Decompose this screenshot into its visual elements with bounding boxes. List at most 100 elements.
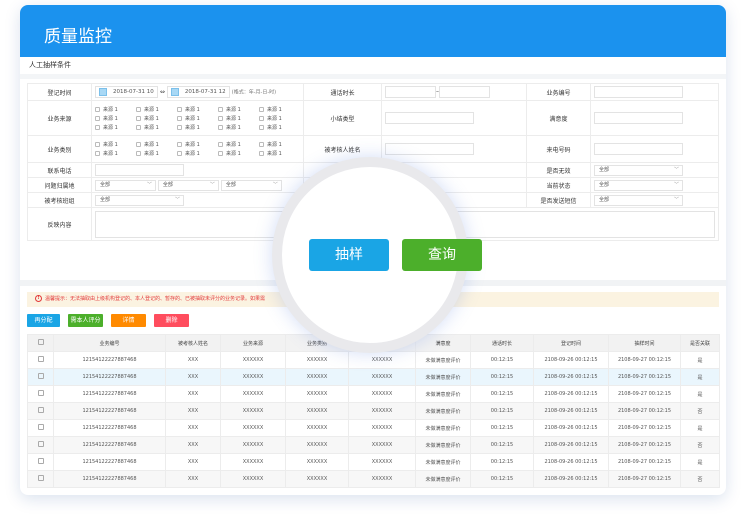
magnifier-overlay: 抽样 查询 xyxy=(272,157,482,353)
source-checkbox[interactable]: 来源 1 xyxy=(177,150,218,157)
source-checkbox[interactable]: 来源 1 xyxy=(95,124,136,131)
checkbox-icon xyxy=(218,142,223,147)
source-checkbox[interactable]: 来源 1 xyxy=(136,150,177,157)
row-checkbox[interactable] xyxy=(27,351,54,369)
table-cell: XXXXXX xyxy=(220,351,286,369)
table-row[interactable]: 121541222278874​68 XXX XXXXXX XXXXXX XXXXXX 未… xyxy=(27,351,720,369)
biz-no-label: 业务编号 xyxy=(526,83,591,101)
sms-select[interactable]: 全部 xyxy=(594,194,683,206)
checkbox-icon xyxy=(136,106,141,112)
source-checkbox[interactable]: 来源 1 xyxy=(218,115,259,122)
row-checkbox[interactable] xyxy=(27,470,54,488)
checkbox-label: 来源 1 xyxy=(267,142,282,148)
assessee-name-input[interactable] xyxy=(385,143,474,155)
checkbox-icon xyxy=(259,115,264,121)
table-cell: 00:12:15 xyxy=(470,453,534,471)
table-row[interactable]: 12154122227887468 XXX XXXXXX XXXXXX XXXXXX 未做… xyxy=(27,419,720,437)
row-checkbox[interactable] xyxy=(27,385,54,403)
source-checkbox[interactable]: 来源 1 xyxy=(177,115,218,122)
source-checkbox[interactable]: 来源 1 xyxy=(95,106,136,113)
source-checkbox[interactable]: 来源 1 xyxy=(218,141,259,148)
team-select[interactable]: 全部 xyxy=(95,194,184,206)
checkbox-icon[interactable] xyxy=(37,441,44,447)
table-cell: 2108-09-26 00:12:15 xyxy=(533,385,609,403)
range-separator: – xyxy=(436,88,439,96)
range-separator: ⇔ xyxy=(159,88,165,96)
checkbox-icon[interactable] xyxy=(37,407,44,413)
table-cell: 12154122227887468 xyxy=(53,453,166,471)
call-duration-min[interactable] xyxy=(385,86,436,98)
table-row[interactable]: 12154122227887468 XXX XXXXXX XXXXXX XXXXXX 未做… xyxy=(27,470,720,488)
invalid-select[interactable]: 全部 xyxy=(594,164,683,176)
delete-button[interactable]: 删除 xyxy=(154,314,189,327)
source-checkbox[interactable]: 来源 1 xyxy=(136,106,177,113)
summary-type-input[interactable] xyxy=(385,112,474,124)
table-row[interactable]: 12154122227887468 XXX XXXXXX XXXXXX XXXXXX 未做… xyxy=(27,453,720,471)
row-checkbox[interactable] xyxy=(27,368,54,386)
source-checkbox[interactable]: 来源 1 xyxy=(259,124,300,131)
reg-time-from[interactable]: 2018-07-31 10 xyxy=(95,86,158,98)
contact-phone-input[interactable] xyxy=(95,164,184,176)
table-row[interactable]: 12154122227887468 XXX XXXXXX XXXXXX XXXXXX 未做… xyxy=(27,436,720,454)
table-cell: XXX xyxy=(165,419,221,437)
table-row[interactable]: 12154122227887468 XXX XXXXXX XXXXXX XXXXXX 未做… xyxy=(27,385,720,403)
checkbox-icon xyxy=(95,151,100,156)
table-row[interactable]: 12154122227887468 XXX XXXXXX XXXXXX XXXXXX 未做… xyxy=(27,402,720,420)
table-cell: 未做满意度评价 xyxy=(415,385,471,403)
table-row[interactable]: 12154122227887468 XXX XXXXXX XXXXXX XXXXXX 未做… xyxy=(27,368,720,386)
checkbox-icon[interactable] xyxy=(37,356,44,362)
source-checkbox[interactable]: 来源 1 xyxy=(259,150,300,157)
row-checkbox[interactable] xyxy=(27,419,54,437)
checkbox-icon xyxy=(95,124,100,130)
status-select[interactable]: 全部 xyxy=(594,179,683,191)
checkbox-icon[interactable] xyxy=(37,339,44,345)
sample-button[interactable]: 抽样 xyxy=(309,239,389,271)
source-checkbox[interactable]: 来源 1 xyxy=(218,106,259,113)
satisfaction-input[interactable] xyxy=(594,112,683,124)
calendar-icon xyxy=(99,87,107,96)
source-checkbox[interactable]: 来源 1 xyxy=(218,150,259,157)
caller-no-input[interactable] xyxy=(594,143,683,155)
city-select[interactable]: 全部 xyxy=(157,179,219,191)
source-checkbox[interactable]: 来源 1 xyxy=(218,124,259,131)
select-all-checkbox[interactable] xyxy=(27,334,54,352)
checkbox-icon[interactable] xyxy=(37,475,44,481)
results-table: 业务编号 被考核人姓名 业务来源 业务类别 满意度 通话时长 登记时间 抽样时间 是否关联 12… xyxy=(27,334,720,488)
row-checkbox[interactable] xyxy=(27,402,54,420)
province-select[interactable]: 全部 xyxy=(95,179,156,191)
source-checkbox[interactable]: 来源 1 xyxy=(95,141,136,148)
reg-time-to[interactable]: 2018-07-31 12 xyxy=(166,86,230,98)
source-checkbox[interactable]: 来源 1 xyxy=(136,124,177,131)
query-button[interactable]: 查询 xyxy=(402,239,482,271)
source-checkbox[interactable]: 来源 1 xyxy=(136,141,177,148)
checkbox-icon xyxy=(136,115,141,121)
reassign-button[interactable]: 再分配 xyxy=(27,314,60,327)
source-checkbox[interactable]: 来源 1 xyxy=(136,115,177,122)
checkbox-label: 来源 1 xyxy=(226,142,241,148)
district-select[interactable]: 全部 xyxy=(220,179,282,191)
checkbox-icon[interactable] xyxy=(37,373,44,379)
checkbox-icon[interactable] xyxy=(37,390,44,396)
call-duration-max[interactable] xyxy=(439,86,490,98)
table-cell: XXX xyxy=(165,385,221,403)
row-checkbox[interactable] xyxy=(27,453,54,471)
source-checkbox[interactable]: 来源 1 xyxy=(259,141,300,148)
checkbox-icon[interactable] xyxy=(37,424,44,430)
details-button[interactable]: 详情 xyxy=(111,314,146,327)
source-checkbox[interactable]: 来源 1 xyxy=(177,106,218,113)
self-score-button[interactable]: 需本人评分 xyxy=(68,314,103,327)
source-checkbox[interactable]: 来源 1 xyxy=(177,141,218,148)
source-checkbox[interactable]: 来源 1 xyxy=(259,115,300,122)
biz-no-input[interactable] xyxy=(594,86,683,98)
source-checkbox[interactable]: 来源 1 xyxy=(95,115,136,122)
checkbox-icon[interactable] xyxy=(37,458,44,464)
source-checkbox[interactable]: 来源 1 xyxy=(177,124,218,131)
summary-type-label: 小结类型 xyxy=(303,100,382,136)
table-cell: 是 xyxy=(680,453,720,471)
biz-category-checkboxes: 来源 1 来源 1 来源 1 来源 1 来源 1 来源 1 来源 1 来源 1 来源 1 来源 1 xyxy=(95,140,300,158)
reg-time-label: 登记时间 xyxy=(27,83,92,101)
source-checkbox[interactable]: 来源 1 xyxy=(95,150,136,157)
table-cell: XXXXXX xyxy=(220,368,286,386)
row-checkbox[interactable] xyxy=(27,436,54,454)
source-checkbox[interactable]: 来源 1 xyxy=(259,106,300,113)
